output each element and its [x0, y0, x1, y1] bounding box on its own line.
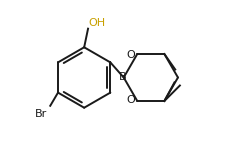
Text: Br: Br	[35, 109, 47, 119]
Text: O: O	[127, 50, 135, 60]
Text: B: B	[119, 73, 127, 82]
Text: OH: OH	[89, 18, 106, 28]
Text: O: O	[127, 95, 135, 105]
